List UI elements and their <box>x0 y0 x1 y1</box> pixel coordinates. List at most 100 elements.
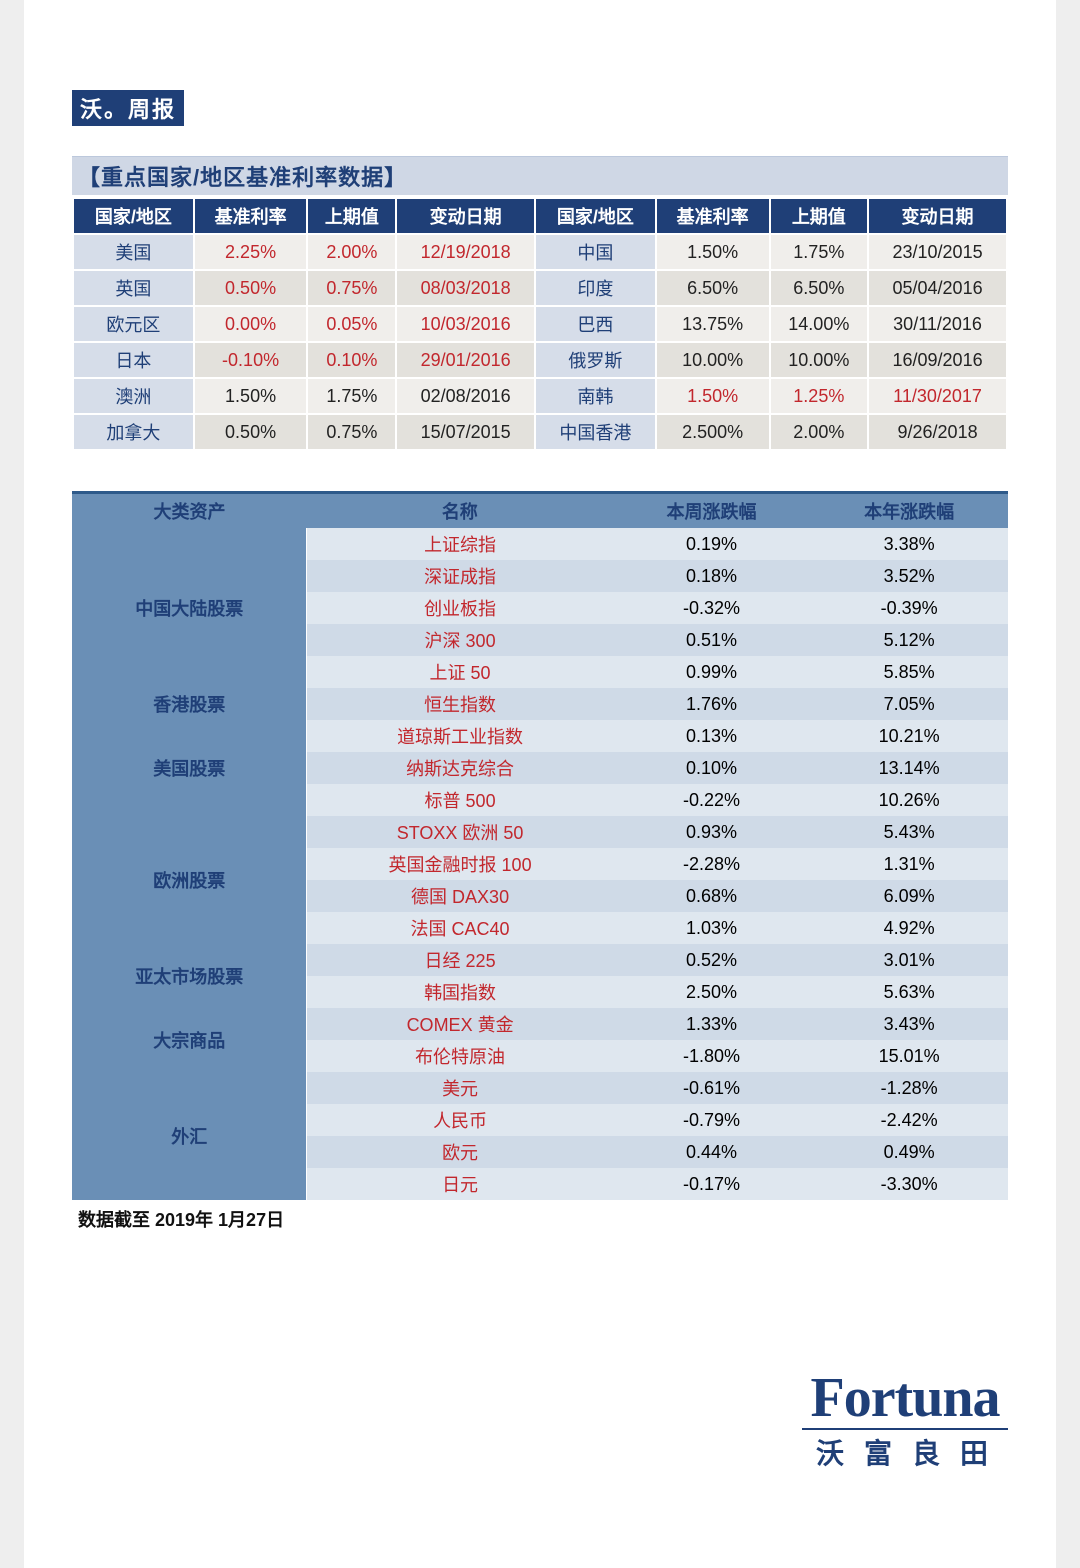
asset-name-cell: 韩国指数 <box>307 976 613 1008</box>
rates-header-cell: 基准利率 <box>656 198 770 234</box>
rates-header-cell: 变动日期 <box>396 198 535 234</box>
asset-week-cell: -0.61% <box>613 1072 811 1104</box>
asset-name-cell: 日经 225 <box>307 944 613 976</box>
asset-year-cell: 10.21% <box>810 720 1008 752</box>
asset-week-cell: -0.79% <box>613 1104 811 1136</box>
rates-cell: 05/04/2016 <box>868 270 1007 306</box>
asset-week-cell: 0.19% <box>613 528 811 560</box>
rates-row: 英国0.50%0.75%08/03/2018印度6.50%6.50%05/04/… <box>73 270 1007 306</box>
assets-header-cell: 大类资产 <box>72 494 307 528</box>
asset-week-cell: 0.68% <box>613 880 811 912</box>
asset-year-cell: -0.39% <box>810 592 1008 624</box>
rates-cell: 12/19/2018 <box>396 234 535 270</box>
rates-cell: 0.75% <box>307 270 396 306</box>
rates-cell: 2.00% <box>307 234 396 270</box>
rates-row: 澳洲1.50%1.75%02/08/2016南韩1.50%1.25%11/30/… <box>73 378 1007 414</box>
rates-cell: 0.75% <box>307 414 396 450</box>
rates-cell: 16/09/2016 <box>868 342 1007 378</box>
asset-name-cell: 创业板指 <box>307 592 613 624</box>
asset-name-cell: 深证成指 <box>307 560 613 592</box>
rates-cell: 1.25% <box>770 378 869 414</box>
assets-row: 欧洲股票STOXX 欧洲 500.93%5.43% <box>72 816 1008 848</box>
asset-week-cell: -0.32% <box>613 592 811 624</box>
rates-cell: 08/03/2018 <box>396 270 535 306</box>
rates-cell: 欧元区 <box>73 306 194 342</box>
rates-cell: 10.00% <box>770 342 869 378</box>
assets-header-cell: 本周涨跌幅 <box>613 494 811 528</box>
asset-group-cell: 中国大陆股票 <box>72 528 307 688</box>
rates-header-cell: 上期值 <box>770 198 869 234</box>
asset-year-cell: 3.38% <box>810 528 1008 560</box>
asset-group-cell: 欧洲股票 <box>72 816 307 944</box>
asset-name-cell: 沪深 300 <box>307 624 613 656</box>
rates-row: 日本-0.10%0.10%29/01/2016俄罗斯10.00%10.00%16… <box>73 342 1007 378</box>
asset-group-cell: 美国股票 <box>72 720 307 816</box>
rates-header-cell: 国家/地区 <box>535 198 656 234</box>
rates-cell: 10.00% <box>656 342 770 378</box>
data-footnote: 数据截至 2019年 1月27日 <box>72 1206 1008 1232</box>
rates-cell: 0.05% <box>307 306 396 342</box>
asset-week-cell: 1.76% <box>613 688 811 720</box>
rates-row: 美国2.25%2.00%12/19/2018中国1.50%1.75%23/10/… <box>73 234 1007 270</box>
rates-cell: 9/26/2018 <box>868 414 1007 450</box>
rates-cell: 1.75% <box>770 234 869 270</box>
rates-cell: 14.00% <box>770 306 869 342</box>
asset-year-cell: 6.09% <box>810 880 1008 912</box>
rates-cell: 29/01/2016 <box>396 342 535 378</box>
rates-header-cell: 上期值 <box>307 198 396 234</box>
rates-cell: 30/11/2016 <box>868 306 1007 342</box>
assets-row: 外汇美元-0.61%-1.28% <box>72 1072 1008 1104</box>
assets-table: 大类资产名称本周涨跌幅本年涨跌幅 中国大陆股票上证综指0.19%3.38%深证成… <box>72 494 1008 1200</box>
asset-name-cell: 上证 50 <box>307 656 613 688</box>
assets-row: 美国股票道琼斯工业指数0.13%10.21% <box>72 720 1008 752</box>
rates-cell: 1.50% <box>656 378 770 414</box>
asset-group-cell: 香港股票 <box>72 688 307 720</box>
asset-week-cell: -2.28% <box>613 848 811 880</box>
assets-header-row: 大类资产名称本周涨跌幅本年涨跌幅 <box>72 494 1008 528</box>
asset-week-cell: 1.03% <box>613 912 811 944</box>
asset-week-cell: 0.13% <box>613 720 811 752</box>
assets-wrap: 大类资产名称本周涨跌幅本年涨跌幅 中国大陆股票上证综指0.19%3.38%深证成… <box>72 491 1008 1200</box>
asset-year-cell: 5.12% <box>810 624 1008 656</box>
asset-name-cell: COMEX 黄金 <box>307 1008 613 1040</box>
asset-week-cell: -0.22% <box>613 784 811 816</box>
asset-year-cell: 5.43% <box>810 816 1008 848</box>
asset-year-cell: 5.85% <box>810 656 1008 688</box>
asset-year-cell: 13.14% <box>810 752 1008 784</box>
assets-header-cell: 本年涨跌幅 <box>810 494 1008 528</box>
asset-year-cell: -3.30% <box>810 1168 1008 1200</box>
asset-year-cell: 15.01% <box>810 1040 1008 1072</box>
asset-year-cell: -2.42% <box>810 1104 1008 1136</box>
asset-name-cell: 布伦特原油 <box>307 1040 613 1072</box>
rates-cell: 02/08/2016 <box>396 378 535 414</box>
rates-cell: 巴西 <box>535 306 656 342</box>
asset-name-cell: 英国金融时报 100 <box>307 848 613 880</box>
asset-week-cell: 0.93% <box>613 816 811 848</box>
rates-cell: 10/03/2016 <box>396 306 535 342</box>
rates-header-cell: 基准利率 <box>194 198 308 234</box>
asset-year-cell: 10.26% <box>810 784 1008 816</box>
rates-cell: 1.75% <box>307 378 396 414</box>
logo-chinese: 沃富良田 <box>802 1432 1008 1472</box>
asset-year-cell: 5.63% <box>810 976 1008 1008</box>
asset-year-cell: 7.05% <box>810 688 1008 720</box>
rates-cell: 1.50% <box>194 378 308 414</box>
assets-row: 亚太市场股票日经 2250.52%3.01% <box>72 944 1008 976</box>
asset-week-cell: 1.33% <box>613 1008 811 1040</box>
rates-cell: 13.75% <box>656 306 770 342</box>
asset-week-cell: -0.17% <box>613 1168 811 1200</box>
rates-table: 国家/地区基准利率上期值变动日期国家/地区基准利率上期值变动日期 美国2.25%… <box>72 197 1008 451</box>
asset-year-cell: 1.31% <box>810 848 1008 880</box>
asset-name-cell: STOXX 欧洲 50 <box>307 816 613 848</box>
rates-header-cell: 国家/地区 <box>73 198 194 234</box>
rates-title-bar: 【重点国家/地区基准利率数据】 <box>72 156 1008 195</box>
rates-cell: 印度 <box>535 270 656 306</box>
asset-year-cell: 3.43% <box>810 1008 1008 1040</box>
asset-week-cell: 0.10% <box>613 752 811 784</box>
rates-cell: 0.50% <box>194 414 308 450</box>
asset-week-cell: 0.44% <box>613 1136 811 1168</box>
asset-week-cell: 0.18% <box>613 560 811 592</box>
rates-cell: 0.50% <box>194 270 308 306</box>
rates-cell: 6.50% <box>770 270 869 306</box>
rates-cell: 澳洲 <box>73 378 194 414</box>
